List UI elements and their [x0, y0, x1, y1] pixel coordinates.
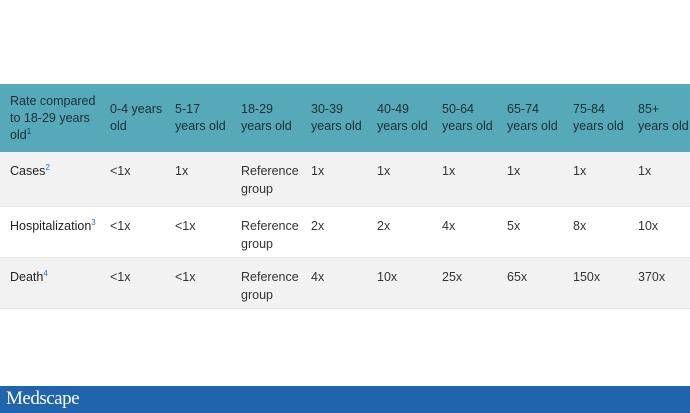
table-cell: Reference group	[241, 164, 299, 196]
table-cell: <1x	[110, 269, 131, 284]
row-label-hospitalization: Hospitalization3	[10, 217, 96, 233]
table-cell: Reference group	[241, 269, 299, 302]
table-cell: 1x	[573, 164, 587, 178]
table-cell: <1x	[110, 218, 131, 233]
header-cell-age: 40-49 years old	[377, 102, 428, 133]
table-cell: 1x	[175, 164, 189, 178]
footer-bar: Medscape	[0, 386, 690, 413]
table-cell: 1x	[442, 164, 456, 178]
table-cell: 150x	[573, 269, 601, 284]
row-label-death: Death4	[10, 268, 48, 284]
table-cell: 1x	[638, 164, 652, 178]
table-cell: Reference group	[241, 218, 299, 251]
header-cell-age: 50-64 years old	[442, 102, 493, 133]
table-cell: 1x	[377, 164, 391, 178]
header-cell-age: 5-17 years old	[175, 102, 226, 133]
table-cell: <1x	[175, 269, 196, 284]
medscape-logo: Medscape	[6, 388, 80, 409]
rate-comparison-table: Rate compared to 18-29 years old1 0-4 ye…	[0, 84, 690, 309]
table-cell: 65x	[507, 269, 528, 284]
table-cell: 25x	[442, 269, 463, 284]
table-row: Cases2 <1x 1x Reference group 1x 1x 1x 1…	[0, 152, 690, 206]
header-cell-age: 18-29 years old	[241, 102, 292, 133]
table-cell: <1x	[110, 164, 131, 178]
footnote-link[interactable]: 2	[45, 162, 50, 172]
table-row: Death4 <1x <1x Reference group 4x 10x 25…	[0, 257, 690, 308]
row-label-cases: Cases2	[10, 162, 50, 178]
table-cell: <1x	[175, 218, 196, 233]
table-cell: 10x	[377, 269, 398, 284]
table-cell: 1x	[311, 164, 325, 178]
footnote-link[interactable]: 3	[91, 217, 96, 227]
table-cell: 2x	[311, 218, 325, 233]
header-cell-age: 30-39 years old	[311, 102, 362, 133]
table-header-row: Rate compared to 18-29 years old1 0-4 ye…	[0, 84, 690, 152]
table-cell: 1x	[507, 164, 521, 178]
table-cell: 8x	[573, 218, 587, 233]
table-cell: 5x	[507, 218, 521, 233]
header-cell-age: 75-84 years old	[573, 102, 624, 133]
footnote-link[interactable]: 4	[43, 268, 48, 278]
header-cell-label: Rate compared to 18-29 years old1	[10, 93, 96, 142]
header-cell-age: 85+ years old	[638, 102, 689, 133]
table-cell: 2x	[377, 218, 391, 233]
header-cell-age: 65-74 years old	[507, 102, 558, 133]
table-cell: 10x	[638, 218, 659, 233]
table-row: Hospitalization3 <1x <1x Reference group…	[0, 206, 690, 257]
header-cell-age: 0-4 years old	[110, 102, 163, 133]
table-cell: 370x	[638, 269, 666, 284]
table-cell: 4x	[311, 269, 325, 284]
table-cell: 4x	[442, 218, 456, 233]
